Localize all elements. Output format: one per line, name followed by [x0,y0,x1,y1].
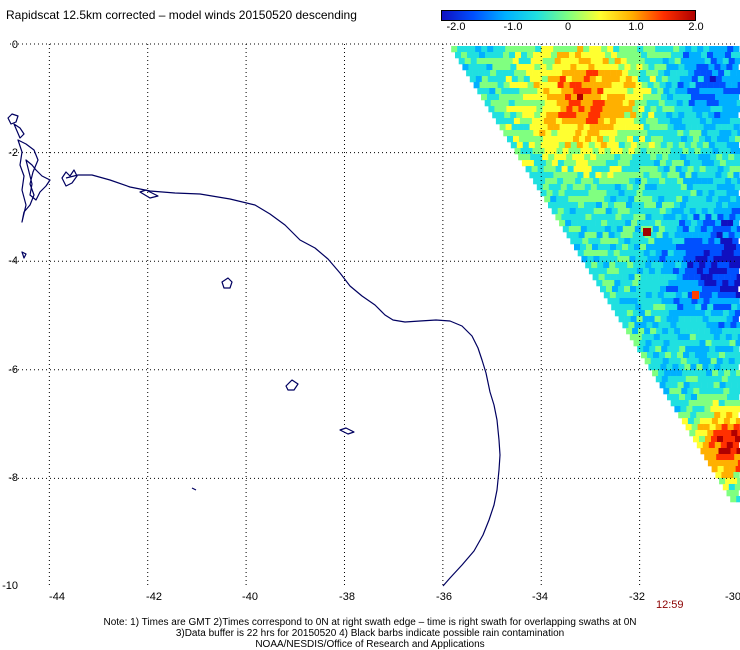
colorbar-label-zero: 0 [564,21,572,33]
scatterometer-swath [451,46,740,503]
colorbar-label-neg1: -1.0 [503,21,523,33]
lat-tick-label: -4 [8,255,18,267]
lat-tick-label: -10 [2,580,18,592]
lon-tick-label: -42 [146,591,162,603]
coastline [7,113,501,587]
lon-tick-label: -30 [725,591,740,603]
swath-time-label: 12:59 [656,599,684,611]
lat-tick-label: -2 [8,147,18,159]
axis-tick-labels: -44 -42 -40 -38 -36 -34 -32 -30 0 -2 -4 … [2,39,740,603]
footnote-line-2: 3)Data buffer is 22 hrs for 20150520 4) … [175,628,565,639]
colorbar [441,10,696,21]
lon-tick-label: -36 [436,591,452,603]
lon-tick-label: -32 [629,591,645,603]
lat-lon-grid [10,43,738,587]
lon-tick-label: -40 [242,591,258,603]
map-title: Rapidscat 12.5km corrected – model winds… [6,8,357,22]
lat-tick-label: -6 [8,364,18,376]
lat-tick-label: 0 [12,39,18,51]
lon-tick-label: -34 [532,591,548,603]
colorbar-label-pos1: 1.0 [628,21,644,33]
footnote-line-1: Note: 1) Times are GMT 2)Times correspon… [103,617,637,628]
lon-tick-label: -38 [339,591,355,603]
lon-tick-label: -44 [49,591,65,603]
lat-tick-label: -8 [8,472,18,484]
footnote-line-3: NOAA/NESDIS/Office of Research and Appli… [255,639,485,650]
colorbar-label-max: 2.0 [688,21,704,33]
colorbar-label-min: -2.0 [446,21,466,33]
